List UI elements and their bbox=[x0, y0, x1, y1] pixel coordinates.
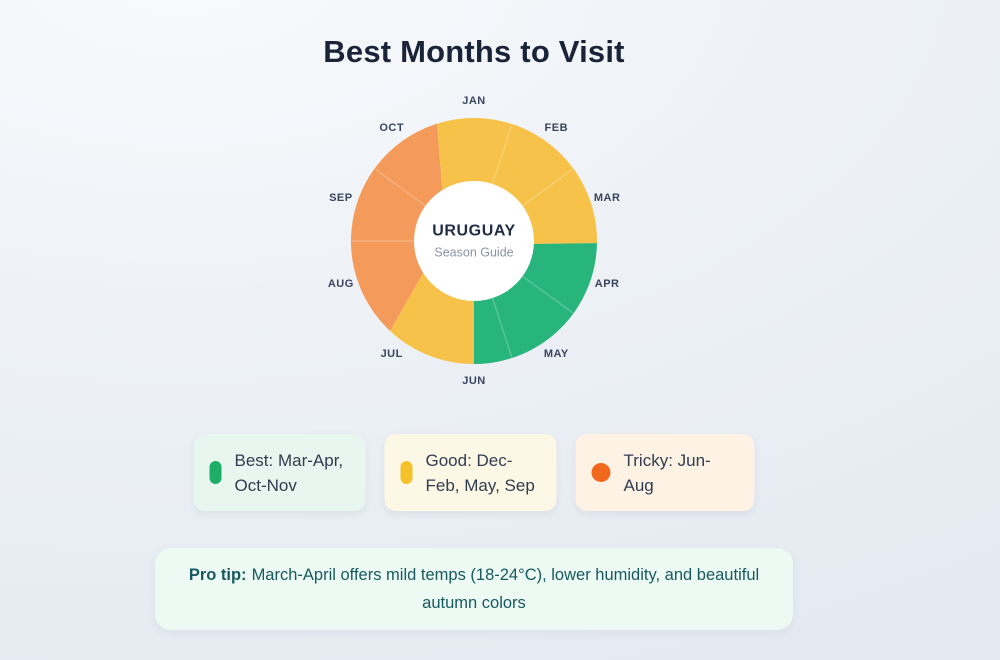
season-donut-chart: JAN FEB MAR APR MAY JUN JUL AUG SEP OCT URUGUAY S… bbox=[304, 71, 644, 411]
month-label-jun: JUN bbox=[462, 375, 486, 387]
month-label-feb: FEB bbox=[544, 121, 569, 134]
donut-segment-best[interactable] bbox=[474, 243, 597, 364]
month-label-may: MAY bbox=[543, 348, 569, 361]
legend-card-tricky: Tricky: Jun-Aug bbox=[575, 434, 755, 511]
donut-segment-good[interactable] bbox=[437, 117, 597, 245]
month-label-jan: JAN bbox=[462, 95, 486, 107]
month-label-jul: JUL bbox=[380, 348, 403, 361]
segment-seam bbox=[491, 124, 513, 186]
legend-card-best: Best: Mar-Apr, Oct-Nov bbox=[193, 434, 366, 511]
good-marker-icon bbox=[400, 461, 413, 484]
center-subtitle: Season Guide bbox=[434, 245, 514, 260]
donut-segment-good[interactable] bbox=[390, 270, 474, 364]
pro-tip-body: March-April offers mild temps (18-24°C),… bbox=[251, 566, 760, 612]
pro-tip-prefix: Pro tip: bbox=[188, 566, 247, 584]
segment-seam bbox=[491, 296, 513, 358]
month-label-apr: APR bbox=[594, 278, 620, 291]
page-title: Best Months to Visit bbox=[323, 33, 625, 69]
best-marker-icon bbox=[209, 461, 222, 484]
month-label-sep: SEP bbox=[329, 191, 353, 204]
legend-label-good: Good: Dec-Feb, May, Sep bbox=[425, 450, 535, 495]
donut-segment-tricky[interactable] bbox=[350, 123, 443, 331]
tricky-marker-icon bbox=[591, 463, 611, 482]
segment-seam bbox=[521, 168, 574, 207]
legend-row: Best: Mar-Apr, Oct-Nov Good: Dec-Feb, Ma… bbox=[193, 434, 755, 511]
legend-label-tricky: Tricky: Jun-Aug bbox=[623, 450, 711, 495]
legend-label-best: Best: Mar-Apr, Oct-Nov bbox=[234, 450, 344, 495]
donut-center-labels: URUGUAY Season Guide bbox=[414, 223, 534, 260]
segment-seam bbox=[521, 275, 574, 314]
pro-tip-text: Pro tip: March-April offers mild temps (1… bbox=[174, 561, 774, 617]
pro-tip-banner: Pro tip: March-April offers mild temps (1… bbox=[155, 548, 793, 630]
country-name: URUGUAY bbox=[432, 222, 516, 240]
donut-svg bbox=[350, 117, 597, 364]
donut-hole bbox=[414, 181, 534, 301]
month-label-aug: AUG bbox=[327, 278, 354, 291]
month-label-mar: MAR bbox=[593, 191, 621, 204]
segment-seam bbox=[374, 168, 427, 207]
month-label-oct: OCT bbox=[379, 121, 405, 134]
legend-card-good: Good: Dec-Feb, May, Sep bbox=[384, 434, 557, 511]
